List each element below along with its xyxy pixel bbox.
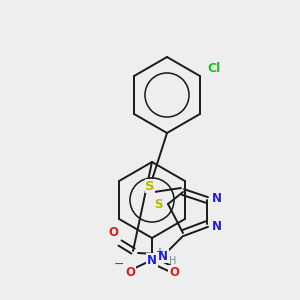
Text: O: O — [125, 266, 135, 278]
Text: O: O — [169, 266, 179, 278]
Text: N: N — [212, 220, 222, 232]
Text: N: N — [147, 254, 157, 266]
Text: O: O — [108, 226, 118, 239]
Text: −: − — [114, 257, 124, 271]
Text: +: + — [155, 247, 163, 257]
Text: N: N — [158, 250, 168, 262]
Text: S: S — [145, 179, 155, 193]
Text: H: H — [169, 256, 177, 266]
Text: Cl: Cl — [207, 61, 220, 74]
Text: N: N — [212, 191, 222, 205]
Text: S: S — [154, 197, 162, 211]
